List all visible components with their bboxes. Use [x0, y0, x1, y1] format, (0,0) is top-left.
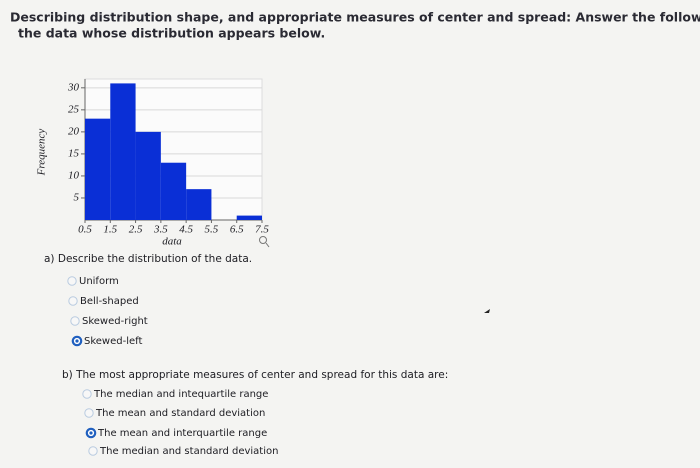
question-prompt: a) Describe the distribution of the data… [44, 253, 252, 265]
question-prompt: b) The most appropriate measures of cent… [62, 369, 448, 381]
header-line: Describing distribution shape, and appro… [10, 10, 700, 25]
x-tick-label: 3.5 [153, 224, 168, 236]
y-tick-label: 5 [74, 192, 80, 204]
bar [236, 215, 262, 220]
y-tick-label: 20 [68, 125, 80, 137]
radio-button[interactable] [68, 296, 78, 306]
radio-option-label[interactable]: Skewed-right [82, 316, 148, 327]
radio-option-label[interactable]: Skewed-left [84, 336, 142, 347]
radio-dot [89, 431, 93, 435]
y-axis-label: Frequency [36, 129, 48, 177]
x-axis-label: data [162, 236, 182, 248]
radio-option-label[interactable]: The median and standard deviation [99, 446, 278, 457]
radio-option-label[interactable]: The mean and interquartile range [97, 428, 267, 439]
radio-option-label[interactable]: Uniform [79, 276, 119, 287]
x-tick-label: 6.5 [230, 224, 244, 236]
x-tick-label: 7.5 [255, 224, 269, 236]
cursor [484, 309, 490, 313]
radio-button[interactable] [70, 316, 80, 326]
radio-button[interactable] [88, 446, 98, 456]
bar [135, 131, 161, 220]
radio-option-label[interactable]: Bell-shaped [80, 296, 139, 307]
radio-button[interactable] [82, 389, 92, 399]
radio-dot [75, 339, 79, 343]
bar [110, 83, 136, 220]
x-tick-label: 4.5 [179, 224, 193, 236]
bar [186, 189, 212, 220]
y-tick-label: 15 [68, 147, 80, 159]
y-tick-label: 25 [68, 103, 80, 115]
bar [85, 118, 111, 220]
zoom-icon[interactable] [259, 236, 267, 244]
radio-option-label[interactable]: The mean and standard deviation [95, 408, 265, 419]
radio-button[interactable] [84, 408, 94, 418]
x-tick-label: 0.5 [78, 224, 92, 236]
y-tick-label: 10 [68, 169, 80, 181]
header-line: the data whose distribution appears belo… [18, 26, 325, 41]
zoom-icon-handle [265, 242, 270, 248]
radio-option-label[interactable]: The median and intequartile range [93, 389, 268, 400]
radio-button[interactable] [67, 276, 77, 286]
y-tick-label: 30 [67, 81, 80, 93]
bar [160, 162, 187, 220]
x-tick-label: 2.5 [129, 224, 143, 236]
x-tick-label: 5.5 [205, 224, 219, 236]
x-tick-label: 1.5 [103, 224, 117, 236]
